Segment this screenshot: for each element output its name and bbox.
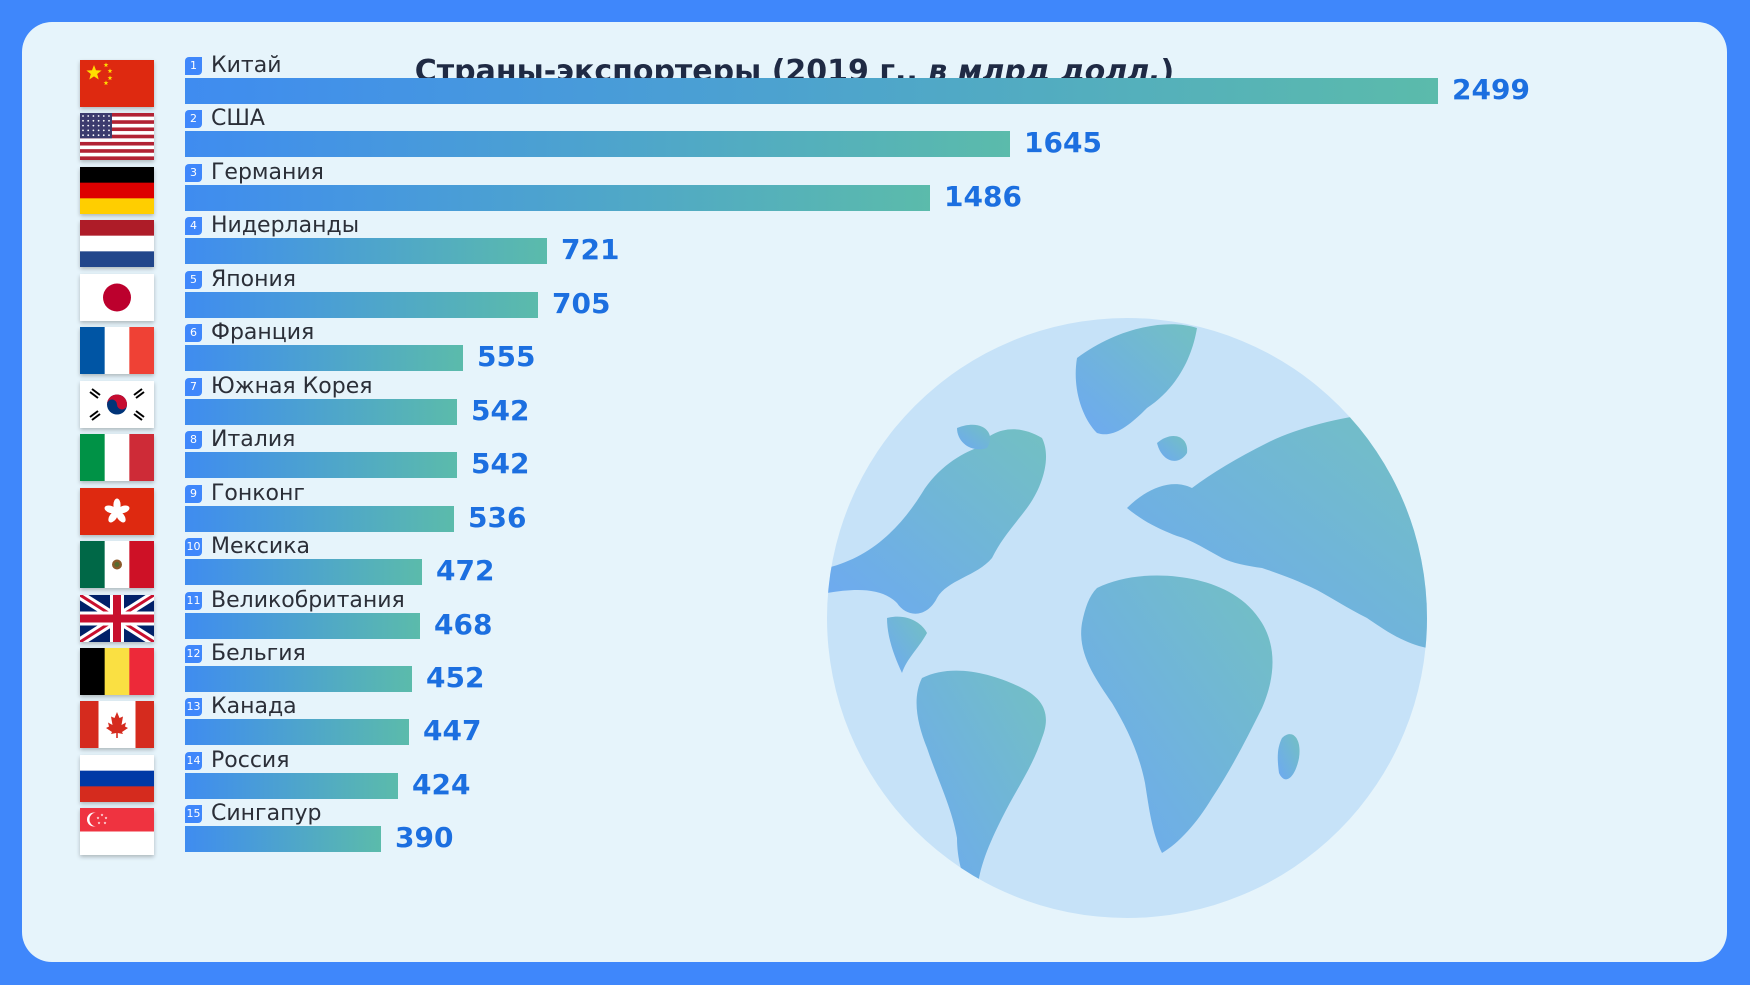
globe-icon bbox=[827, 318, 1427, 918]
value-label: 721 bbox=[561, 233, 620, 267]
value-label: 447 bbox=[423, 714, 482, 748]
rank-badge: 10 bbox=[185, 538, 202, 557]
bar bbox=[185, 665, 412, 692]
flag-it-icon bbox=[80, 434, 154, 482]
bar bbox=[185, 612, 420, 639]
country-label: Великобритания bbox=[211, 587, 405, 613]
value-label: 1645 bbox=[1024, 126, 1102, 160]
country-label: Гонконг bbox=[211, 480, 305, 506]
flag-nl-icon bbox=[80, 220, 154, 268]
infographic-panel: Страны-экспортеры (2019 г., в млрд долл.… bbox=[22, 22, 1727, 962]
rank-badge: 15 bbox=[185, 805, 202, 824]
value-label: 468 bbox=[434, 607, 493, 641]
rank-badge: 9 bbox=[185, 484, 202, 503]
rank-badge: 2 bbox=[185, 110, 202, 129]
bar bbox=[185, 291, 538, 318]
bar bbox=[185, 398, 457, 425]
rank-badge: 8 bbox=[185, 431, 202, 450]
value-label: 472 bbox=[436, 554, 495, 588]
value-label: 536 bbox=[468, 500, 527, 534]
flag-ru-icon bbox=[80, 754, 154, 802]
flag-jp-icon bbox=[80, 273, 154, 321]
flag-hk-icon bbox=[80, 487, 154, 535]
value-label: 1486 bbox=[944, 179, 1022, 213]
rank-badge: 4 bbox=[185, 217, 202, 236]
rank-badge: 5 bbox=[185, 270, 202, 289]
bar bbox=[185, 238, 547, 265]
bar bbox=[185, 772, 398, 799]
rank-badge: 3 bbox=[185, 163, 202, 182]
bar bbox=[185, 452, 457, 479]
country-label: Китай bbox=[211, 53, 282, 78]
value-label: 390 bbox=[395, 821, 454, 855]
country-label: Мексика bbox=[211, 534, 310, 560]
bar bbox=[185, 131, 1010, 158]
value-label: 555 bbox=[477, 340, 536, 374]
country-label: Сингапур bbox=[211, 801, 322, 827]
value-label: 542 bbox=[471, 393, 530, 427]
rank-badge: 6 bbox=[185, 324, 202, 343]
bar bbox=[185, 345, 463, 372]
flag-cn-icon bbox=[80, 60, 154, 107]
value-label: 2499 bbox=[1452, 73, 1530, 106]
flag-fr-icon bbox=[80, 327, 154, 375]
value-label: 705 bbox=[552, 286, 611, 320]
rank-badge: 1 bbox=[185, 57, 202, 75]
value-label: 424 bbox=[412, 767, 471, 801]
bar bbox=[185, 78, 1438, 104]
bar bbox=[185, 559, 422, 586]
flag-gb-icon bbox=[80, 594, 154, 642]
country-label: Франция bbox=[211, 320, 315, 346]
flag-kr-icon bbox=[80, 380, 154, 428]
flag-be-icon bbox=[80, 647, 154, 695]
bar bbox=[185, 505, 454, 532]
country-label: Япония bbox=[211, 266, 297, 292]
country-label: Россия bbox=[211, 747, 290, 773]
bar bbox=[185, 826, 381, 853]
country-label: США bbox=[211, 106, 265, 132]
flag-ca-icon bbox=[80, 701, 154, 749]
flag-sg-icon bbox=[80, 808, 154, 856]
rank-badge: 11 bbox=[185, 591, 202, 610]
flag-mx-icon bbox=[80, 541, 154, 589]
bar bbox=[185, 184, 930, 211]
value-label: 542 bbox=[471, 447, 530, 481]
country-label: Канада bbox=[211, 694, 297, 720]
country-label: Бельгия bbox=[211, 640, 306, 666]
country-label: Германия bbox=[211, 159, 324, 185]
rank-badge: 14 bbox=[185, 751, 202, 770]
flag-us-icon bbox=[80, 113, 154, 161]
rank-badge: 12 bbox=[185, 644, 202, 663]
rank-badge: 7 bbox=[185, 377, 202, 396]
bar bbox=[185, 719, 409, 746]
flag-de-icon bbox=[80, 166, 154, 214]
country-label: Нидерланды bbox=[211, 213, 360, 239]
country-label: Южная Корея bbox=[211, 373, 373, 399]
country-label: Италия bbox=[211, 427, 296, 453]
value-label: 452 bbox=[426, 660, 485, 694]
rank-badge: 13 bbox=[185, 698, 202, 717]
